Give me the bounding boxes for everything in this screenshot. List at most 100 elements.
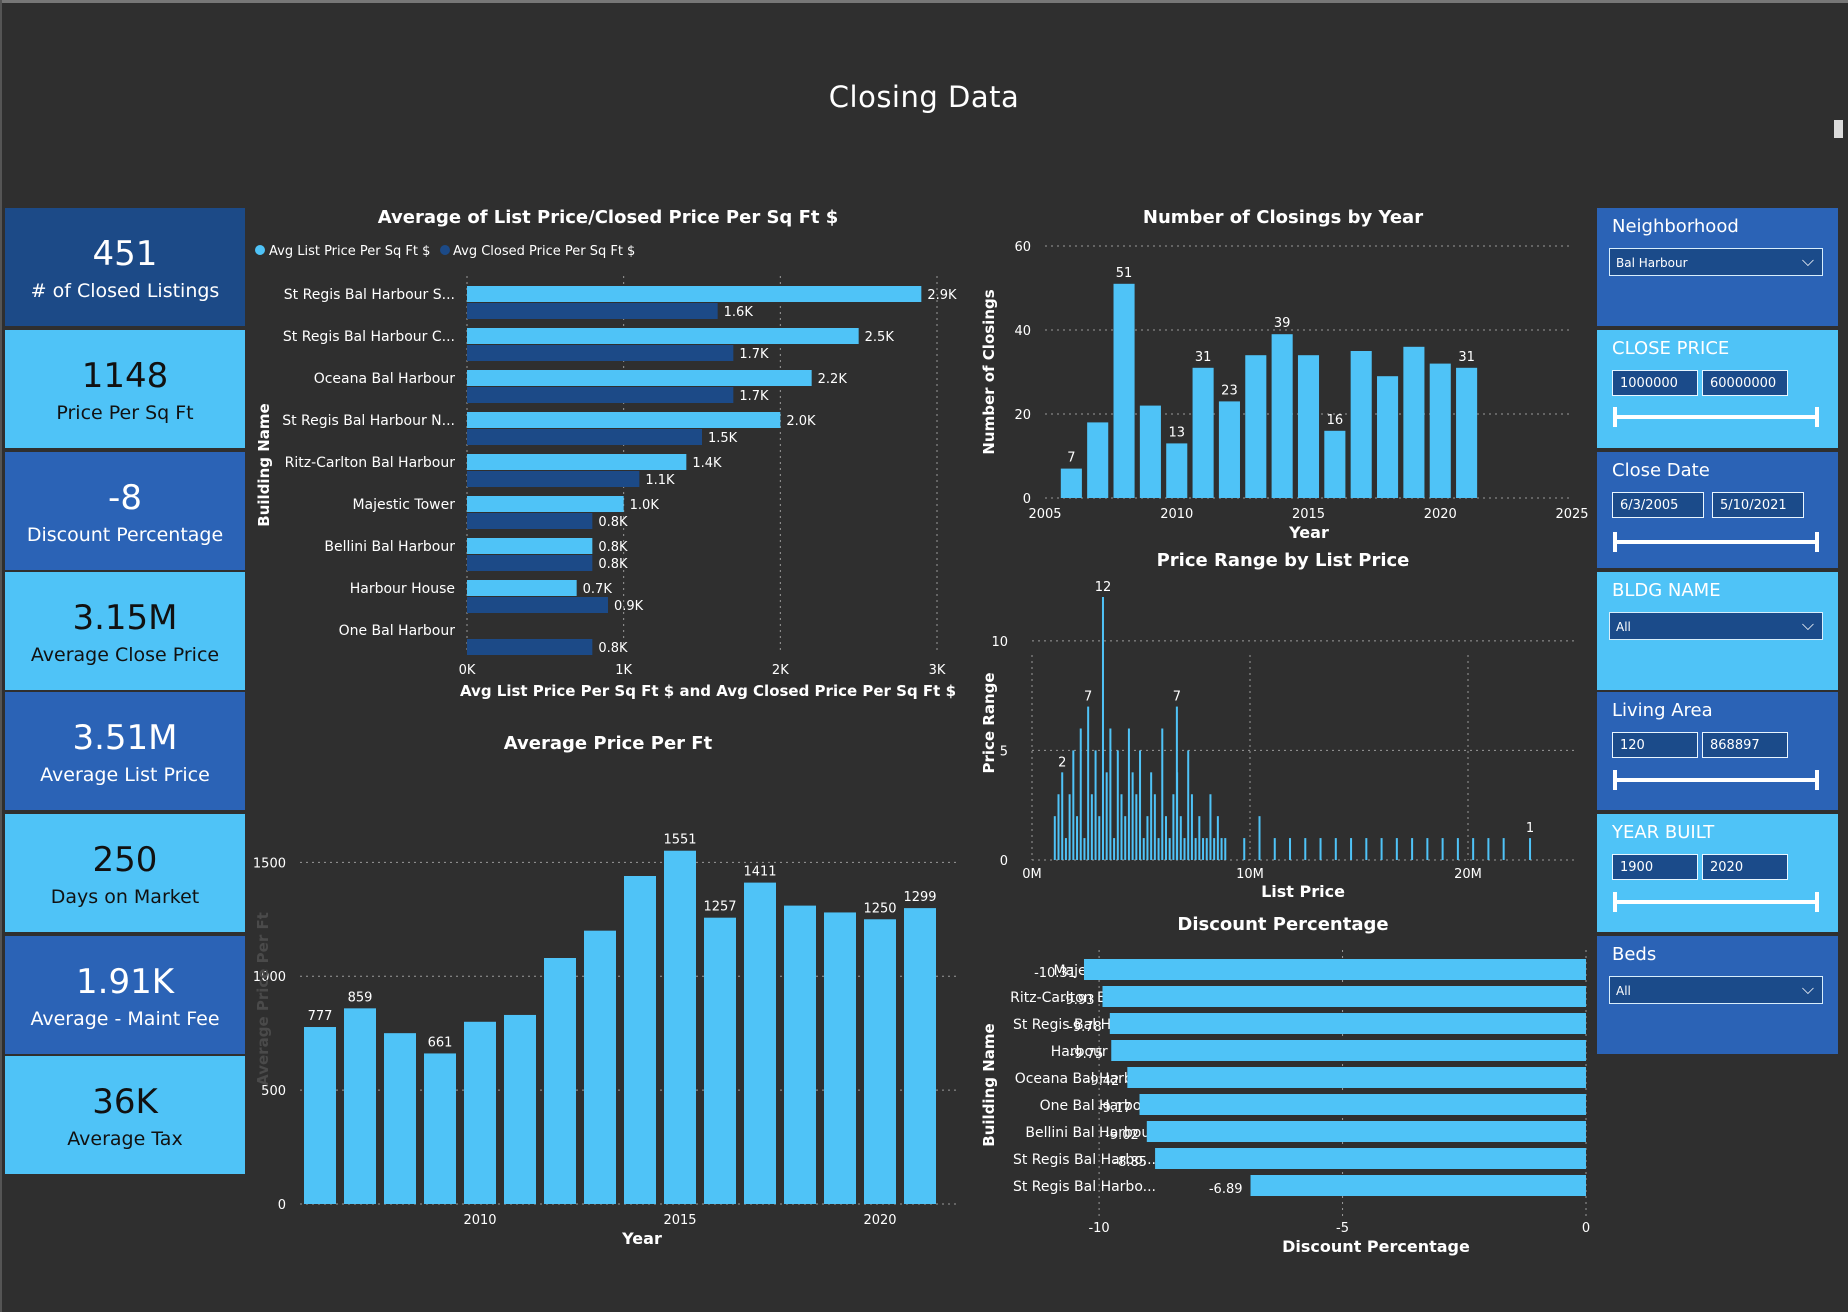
x-tick-label: 2010 xyxy=(1160,507,1193,522)
close-price-max-input[interactable]: 60000000 xyxy=(1702,370,1788,396)
bar xyxy=(1172,794,1175,860)
bar xyxy=(1127,1067,1586,1088)
close-price-slider[interactable] xyxy=(1613,415,1819,419)
data-label: 51 xyxy=(1116,266,1133,281)
bar xyxy=(1146,816,1149,860)
bar xyxy=(1155,1148,1586,1169)
slider-max-handle[interactable] xyxy=(1815,770,1819,790)
bar xyxy=(304,1027,336,1204)
bar xyxy=(467,555,593,571)
legend-label: Avg List Price Per Sq Ft $ xyxy=(269,244,430,259)
bar xyxy=(1109,728,1112,860)
data-label: -9.42 xyxy=(1086,1074,1120,1089)
y-tick-label: St Regis Bal Harbour C... xyxy=(283,329,455,345)
bar xyxy=(467,412,781,428)
x-tick-label: 1K xyxy=(615,663,632,678)
living-area-max-input[interactable]: 868897 xyxy=(1702,732,1788,758)
bar xyxy=(1064,838,1067,860)
data-label: -10.31 xyxy=(1034,966,1076,981)
bar xyxy=(1192,367,1214,498)
bar xyxy=(467,328,859,344)
bar xyxy=(1083,838,1086,860)
bar xyxy=(424,1053,456,1204)
x-tick-label: 10M xyxy=(1236,867,1264,882)
chart-title: Price Range by List Price xyxy=(1157,550,1410,571)
kpi-card-price-per-sqft: 1148 Price Per Sq Ft xyxy=(5,330,245,448)
bar xyxy=(1153,794,1156,860)
window-top-border xyxy=(0,0,1848,3)
bar xyxy=(1350,351,1372,498)
y-tick-label: 0 xyxy=(1000,854,1008,869)
bar xyxy=(1109,1013,1586,1034)
legend-marker xyxy=(255,245,265,255)
closings-by-year-chart[interactable]: Number of Closings by Year 0 20 40 60 2005 201… xyxy=(970,200,1590,545)
slider-min-handle[interactable] xyxy=(1613,770,1617,790)
list-vs-closed-price-chart[interactable]: Average of List Price/Closed Price Per S… xyxy=(245,200,965,740)
y-axis-title: Number of Closings xyxy=(980,289,998,454)
bar xyxy=(1334,838,1337,860)
filter-living-area: Living Area 120 868897 xyxy=(1597,692,1838,810)
chart-title: Discount Percentage xyxy=(1177,914,1388,935)
price-range-chart[interactable]: Price Range by List Price 0 5 10 0M 10M 20M Lis… xyxy=(970,545,1590,910)
slider-max-handle[interactable] xyxy=(1815,407,1819,427)
year-built-slider[interactable] xyxy=(1613,900,1819,904)
bar xyxy=(1105,772,1108,860)
data-label: -9.75 xyxy=(1070,1047,1104,1062)
living-area-min-input[interactable]: 120 xyxy=(1612,732,1698,758)
year-built-min-input[interactable]: 1900 xyxy=(1612,854,1698,880)
kpi-value: 250 xyxy=(92,840,158,880)
data-label: 0.8K xyxy=(598,641,628,656)
slider-min-handle[interactable] xyxy=(1613,407,1617,427)
y-tick-label: Bellini Bal Harbour xyxy=(1025,1125,1156,1141)
data-label: -9.02 xyxy=(1105,1128,1139,1143)
kpi-value: 1.91K xyxy=(76,962,174,1002)
bar xyxy=(467,496,624,512)
discount-percentage-chart[interactable]: Discount Percentage -10 -5 0 Discount Percen… xyxy=(970,910,1590,1260)
bar xyxy=(1161,728,1164,860)
slider-max-handle[interactable] xyxy=(1815,892,1819,912)
bar xyxy=(1146,1121,1586,1142)
beds-dropdown[interactable]: All ⌵ xyxy=(1609,976,1823,1004)
bar xyxy=(1166,443,1188,498)
y-tick-label: St Regis Bal Harbour N... xyxy=(282,413,455,429)
data-label: -9.93 xyxy=(1061,993,1095,1008)
chart-title: Number of Closings by Year xyxy=(1143,207,1423,228)
bar xyxy=(1164,816,1167,860)
close-date-slider[interactable] xyxy=(1613,540,1819,544)
bar xyxy=(1127,728,1130,860)
filter-label: Living Area xyxy=(1612,700,1713,721)
bar xyxy=(664,850,696,1204)
bar xyxy=(1529,838,1532,860)
average-price-per-ft-chart[interactable]: Average Price Per Ft 0 500 1000 1500 2010 2015… xyxy=(245,728,965,1258)
close-price-min-input[interactable]: 1000000 xyxy=(1612,370,1698,396)
bar xyxy=(1304,838,1307,860)
close-date-end-input[interactable]: 5/10/2021 xyxy=(1712,492,1804,518)
slider-max-handle[interactable] xyxy=(1815,532,1819,552)
slider-min-handle[interactable] xyxy=(1613,892,1617,912)
neighborhood-dropdown[interactable]: Bal Harbour ⌵ xyxy=(1609,248,1823,276)
bar xyxy=(467,370,812,386)
scrollbar-thumb[interactable] xyxy=(1834,120,1843,138)
bldg-name-dropdown[interactable]: All ⌵ xyxy=(1609,612,1823,640)
x-tick-label: 2K xyxy=(772,663,789,678)
data-label: 0.8K xyxy=(598,540,628,555)
data-label: -6.89 xyxy=(1209,1182,1243,1197)
kpi-card-closed-listings: 451 # of Closed Listings xyxy=(5,208,245,326)
data-label: 0.7K xyxy=(583,582,613,597)
kpi-card-average-list-price: 3.51M Average List Price xyxy=(5,692,245,810)
y-axis-title: Average Price Per Ft xyxy=(254,912,272,1086)
y-tick-label: 40 xyxy=(1014,324,1031,339)
bar xyxy=(1116,750,1119,860)
bar xyxy=(467,513,593,529)
bar xyxy=(1175,706,1178,860)
kpi-label: Price Per Sq Ft xyxy=(56,402,194,424)
close-date-start-input[interactable]: 6/3/2005 xyxy=(1612,492,1704,518)
living-area-slider[interactable] xyxy=(1613,778,1819,782)
bar xyxy=(467,303,718,319)
data-label: 1.5K xyxy=(708,431,738,446)
year-built-max-input[interactable]: 2020 xyxy=(1702,854,1788,880)
slider-min-handle[interactable] xyxy=(1613,532,1617,552)
x-tick-label: 0 xyxy=(1582,1221,1590,1236)
x-tick-label: 0K xyxy=(459,663,476,678)
kpi-value: 451 xyxy=(92,234,158,274)
